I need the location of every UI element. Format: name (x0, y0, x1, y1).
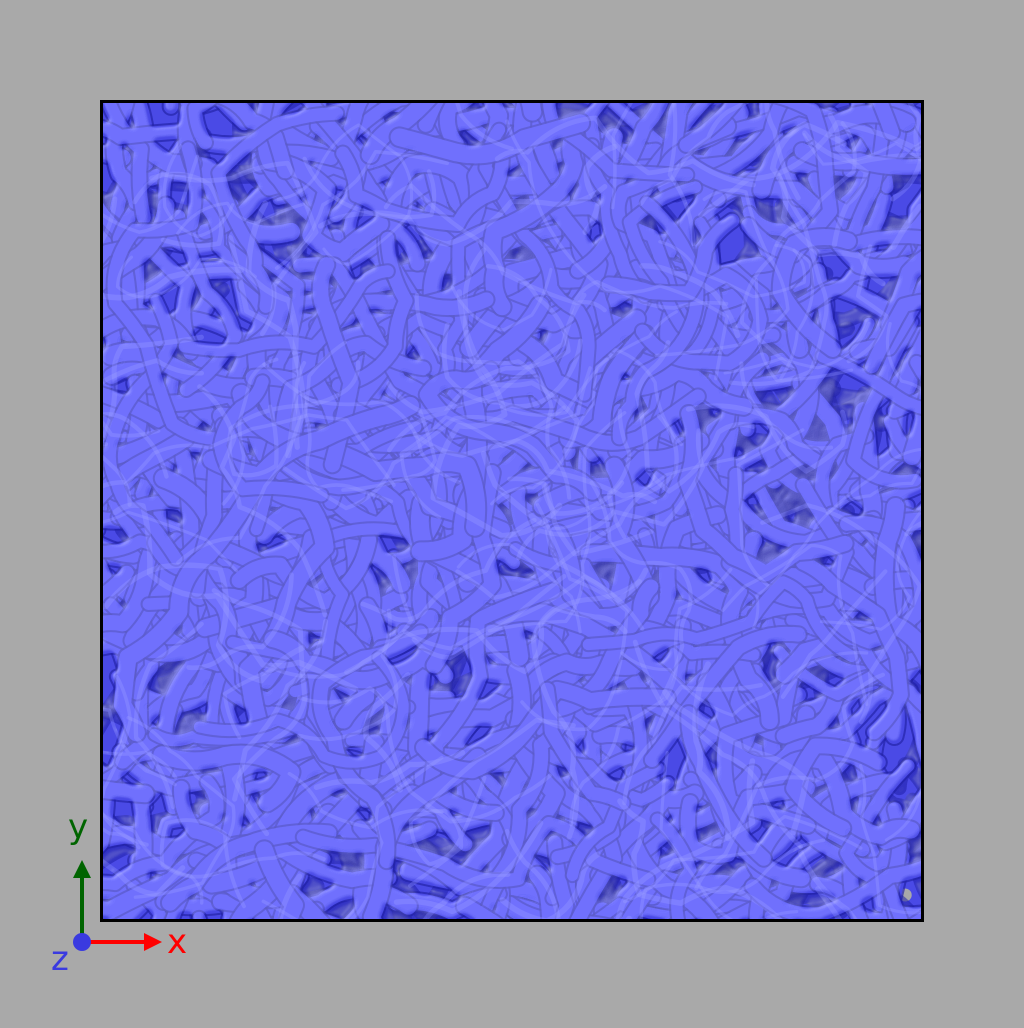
tube-outline (917, 362, 1024, 457)
tube-outline (497, 918, 720, 1024)
tube-outline (0, 452, 109, 607)
tube-outline (269, 0, 340, 119)
y-axis-label: y (68, 810, 88, 844)
z-axis-dot (73, 933, 91, 951)
z-axis-label: z (51, 942, 69, 976)
tube-body (912, 568, 1024, 687)
tube-outline (912, 568, 1024, 687)
tube-shadow (271, 0, 385, 112)
tube-shadow (257, 917, 446, 1024)
tube-body (0, 452, 109, 607)
tube-body (203, 21, 385, 106)
tube-outline (221, 902, 356, 1023)
tube-outline (0, 310, 118, 492)
tube-outline (533, 910, 617, 1024)
tube-body (221, 902, 356, 1023)
tube-outline (435, 0, 532, 112)
tube-body (171, 0, 250, 107)
x-axis-label: x (167, 925, 187, 959)
x-axis-arrowhead (144, 933, 162, 951)
axis-orientation-triad: x y z (40, 810, 200, 990)
tube-shadow (639, 0, 834, 114)
tube-body (0, 269, 113, 319)
tube-outline (203, 21, 385, 106)
tube-outline (921, 177, 1024, 243)
tube-body (921, 177, 1024, 243)
tube-shadow (27, 184, 113, 271)
tube-shadow (805, 2, 903, 121)
tube-body (269, 0, 340, 119)
tube-shadow (376, 905, 475, 1024)
tube-body (0, 310, 118, 492)
tube-body (533, 910, 617, 1024)
tube-outline (171, 0, 250, 107)
tube-outline (0, 269, 113, 319)
tube-outline (911, 649, 1024, 821)
tube-highlight (577, 919, 629, 1025)
y-axis-arrowhead (73, 860, 91, 878)
tube-body (917, 362, 1024, 457)
tube-body (435, 0, 532, 112)
tube-body (0, 274, 111, 433)
tube-body (911, 649, 1024, 821)
tube-highlight (0, 444, 106, 490)
tube-outline (0, 274, 111, 433)
tube-shadow (917, 584, 1009, 634)
tube-body (497, 918, 720, 1024)
